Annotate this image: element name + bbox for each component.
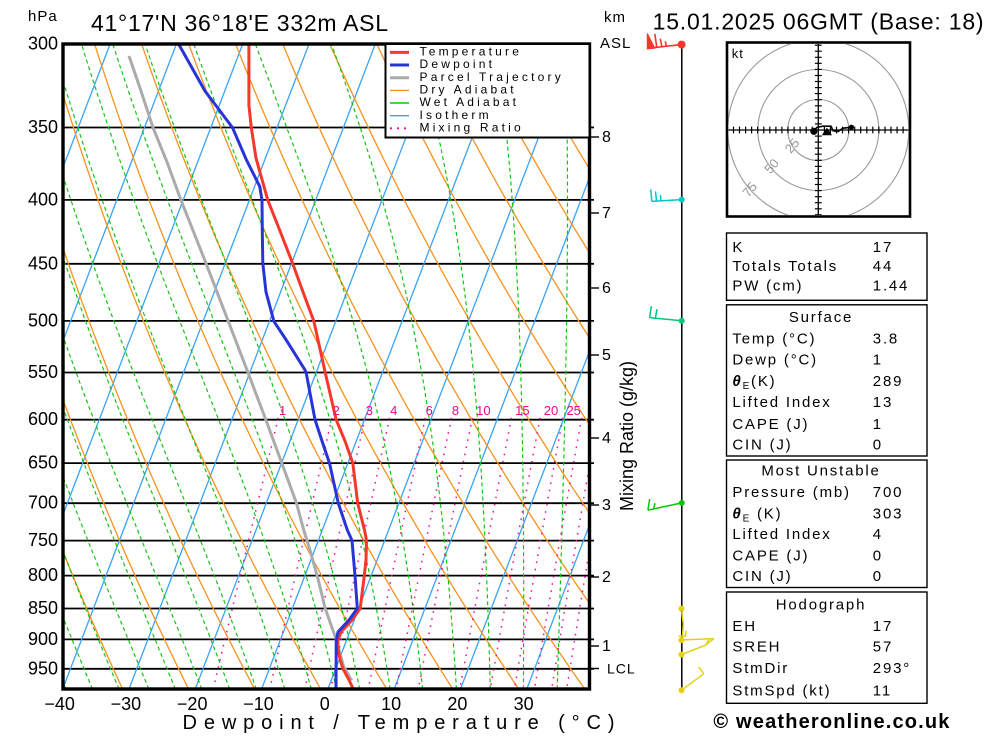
svg-text:Temp (°C): Temp (°C) (732, 331, 816, 348)
svg-text:CIN (J): CIN (J) (732, 437, 792, 454)
svg-text:11: 11 (873, 683, 892, 700)
svg-text:hPa: hPa (28, 8, 58, 25)
svg-text:kt: kt (732, 46, 744, 61)
svg-text:km: km (604, 9, 626, 26)
svg-text:950: 950 (28, 658, 58, 678)
svg-text:5: 5 (602, 347, 611, 364)
svg-text:1: 1 (873, 351, 883, 368)
svg-text:600: 600 (28, 409, 58, 429)
svg-text:2: 2 (602, 569, 611, 586)
svg-text:StmSpd (kt): StmSpd (kt) (732, 683, 831, 700)
svg-text:303: 303 (873, 505, 903, 522)
svg-text:44: 44 (873, 258, 893, 275)
svg-text:© weatheronline.co.uk: © weatheronline.co.uk (713, 711, 950, 733)
svg-text:17: 17 (873, 618, 893, 635)
svg-text:θE(K): θE(K) (732, 373, 776, 392)
svg-text:10: 10 (476, 403, 490, 418)
svg-text:Totals Totals: Totals Totals (732, 258, 838, 275)
svg-text:25: 25 (566, 403, 580, 418)
svg-text:Surface: Surface (789, 309, 853, 326)
svg-text:6: 6 (426, 403, 433, 418)
svg-text:0: 0 (873, 547, 883, 564)
svg-text:0: 0 (873, 568, 883, 585)
svg-text:CAPE (J): CAPE (J) (732, 547, 809, 564)
svg-text:550: 550 (28, 362, 58, 382)
svg-text:450: 450 (28, 253, 58, 273)
svg-text:1: 1 (602, 638, 611, 655)
svg-text:EH: EH (732, 618, 756, 635)
svg-text:20: 20 (447, 694, 467, 714)
svg-text:8: 8 (602, 129, 611, 146)
svg-text:300: 300 (28, 34, 58, 54)
svg-text:6: 6 (602, 280, 611, 297)
svg-text:15.01.2025 06GMT (Base: 18): 15.01.2025 06GMT (Base: 18) (653, 9, 984, 35)
svg-text:350: 350 (28, 117, 58, 137)
svg-text:750: 750 (28, 530, 58, 550)
svg-text:400: 400 (28, 189, 58, 209)
svg-text:7: 7 (602, 205, 611, 222)
svg-text:293°: 293° (873, 660, 911, 677)
svg-text:CAPE (J): CAPE (J) (732, 416, 809, 433)
svg-text:K: K (732, 239, 744, 256)
svg-text:41°17'N 36°18'E 332m ASL: 41°17'N 36°18'E 332m ASL (91, 10, 388, 36)
svg-text:20: 20 (544, 403, 558, 418)
svg-text:Dewp (°C): Dewp (°C) (732, 351, 818, 368)
svg-text:1: 1 (873, 416, 883, 433)
svg-text:8: 8 (452, 403, 459, 418)
svg-text:2: 2 (333, 403, 340, 418)
svg-text:LCL: LCL (607, 661, 636, 677)
svg-text:800: 800 (28, 565, 58, 585)
svg-text:SREH: SREH (732, 639, 781, 656)
svg-text:Temperature: Temperature (420, 45, 523, 59)
svg-text:57: 57 (873, 639, 893, 656)
svg-text:1.44: 1.44 (873, 278, 909, 295)
svg-text:−40: −40 (44, 694, 75, 714)
svg-text:0: 0 (873, 437, 883, 454)
svg-text:289: 289 (873, 373, 903, 390)
svg-text:17: 17 (873, 239, 893, 256)
svg-text:1: 1 (279, 403, 286, 418)
svg-text:4: 4 (602, 430, 611, 447)
svg-text:900: 900 (28, 629, 58, 649)
svg-text:Isotherm: Isotherm (420, 108, 492, 122)
svg-text:CIN (J): CIN (J) (732, 568, 792, 585)
svg-text:Mixing Ratio: Mixing Ratio (420, 121, 524, 135)
svg-text:Lifted Index: Lifted Index (732, 526, 831, 543)
svg-text:15: 15 (515, 403, 529, 418)
svg-text:850: 850 (28, 598, 58, 618)
svg-text:Wet Adiabat: Wet Adiabat (420, 95, 520, 109)
svg-text:3: 3 (602, 497, 611, 514)
svg-text:Mixing Ratio (g/kg): Mixing Ratio (g/kg) (617, 361, 637, 511)
svg-text:ASL: ASL (600, 35, 631, 52)
svg-text:Parcel Trajectory: Parcel Trajectory (420, 70, 564, 84)
svg-text:Dewpoint / Temperature (°C): Dewpoint / Temperature (°C) (183, 712, 615, 733)
svg-text:Pressure (mb): Pressure (mb) (732, 484, 850, 501)
svg-text:10: 10 (381, 694, 401, 714)
svg-text:30: 30 (514, 694, 534, 714)
svg-text:650: 650 (28, 453, 58, 473)
svg-text:13: 13 (873, 394, 893, 411)
svg-text:−10: −10 (243, 694, 274, 714)
svg-text:700: 700 (873, 484, 903, 501)
svg-text:Hodograph: Hodograph (776, 597, 866, 614)
svg-text:0: 0 (320, 694, 330, 714)
svg-text:3.8: 3.8 (873, 331, 899, 348)
svg-text:700: 700 (28, 493, 58, 513)
svg-text:500: 500 (28, 310, 58, 330)
svg-text:Most Unstable: Most Unstable (761, 462, 880, 479)
svg-text:4: 4 (873, 526, 883, 543)
svg-text:3: 3 (366, 403, 373, 418)
svg-text:4: 4 (390, 403, 397, 418)
svg-text:PW (cm): PW (cm) (732, 278, 803, 295)
svg-text:−30: −30 (111, 694, 142, 714)
svg-text:θE (K): θE (K) (732, 505, 782, 524)
svg-text:Dry Adiabat: Dry Adiabat (420, 83, 517, 97)
svg-text:Lifted Index: Lifted Index (732, 394, 831, 411)
svg-text:StmDir: StmDir (732, 660, 789, 677)
svg-text:Dewpoint: Dewpoint (420, 57, 496, 71)
svg-text:−20: −20 (177, 694, 208, 714)
